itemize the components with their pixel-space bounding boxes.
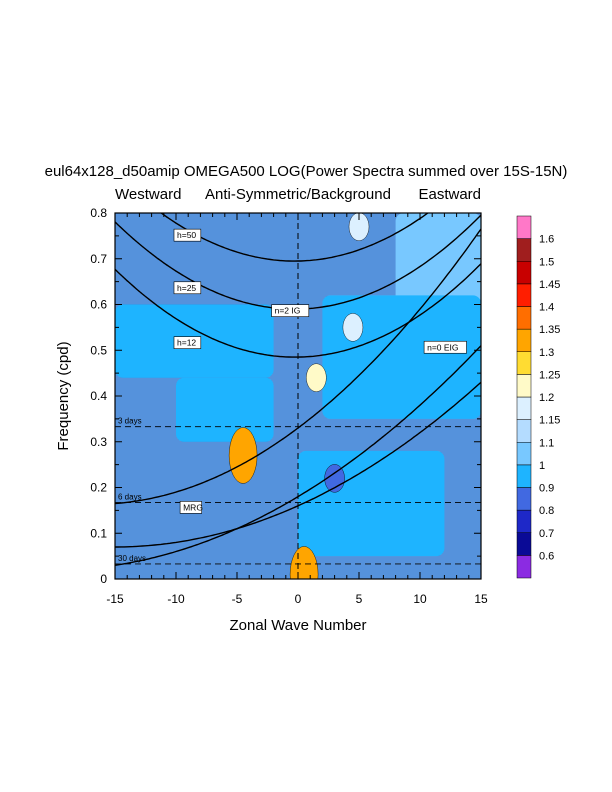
chart-title: eul64x128_d50amip OMEGA500 LOG(Power Spe…	[45, 163, 568, 180]
colorbar-label: 1.4	[539, 302, 554, 314]
x-tick-label: -5	[232, 592, 243, 606]
colorbar-label: 0.9	[539, 483, 554, 495]
colorbar-swatch	[516, 532, 532, 556]
x-axis-label: Zonal Wave Number	[230, 617, 367, 634]
curve-label-4: n=0 EIG	[427, 342, 458, 352]
colorbar-label: 1	[539, 460, 545, 472]
colorbar-label: 1.1	[539, 437, 554, 449]
colorbar-label: 1.3	[539, 347, 554, 359]
colorbar-label: 1.15	[539, 415, 560, 427]
contour-regions	[115, 213, 481, 579]
y-tick-label: 0.6	[90, 298, 107, 312]
x-tick-label: 15	[474, 592, 488, 606]
y-tick-label: 0.7	[90, 252, 107, 266]
colorbar-swatch	[516, 261, 532, 285]
colorbar-swatch	[516, 238, 532, 262]
highlight-region-5	[289, 546, 319, 579]
curve-label-0: h=50	[177, 230, 196, 240]
highlight-region-2	[342, 313, 364, 342]
y-tick-label: 0.3	[90, 435, 107, 449]
highlight-region-0	[228, 427, 258, 484]
period-reference-lines: 3 days 6 days 30 days	[115, 213, 481, 579]
colorbar-swatch	[516, 351, 532, 375]
x-axis: -15 -10 -5 0 5 10 15	[106, 213, 488, 606]
highlight-region-1	[306, 363, 327, 392]
curve-label-3: n=2 IG	[275, 306, 301, 316]
y-tick-label: 0	[100, 572, 107, 586]
y-tick-label: 0.4	[90, 389, 107, 403]
curve-label-box-3	[271, 304, 310, 317]
colorbar-swatch	[516, 374, 532, 398]
colorbar-swatch	[516, 306, 532, 330]
region-low-west-2	[176, 377, 274, 442]
colorbar-swatch	[516, 419, 532, 443]
colorbar-label: 0.6	[539, 550, 554, 562]
curve-labels: h=50 h=25 h=12 n=2 IG n=0 EIG MRG	[173, 228, 467, 514]
colorbar-label: 1.25	[539, 369, 560, 381]
colorbar-label: 0.7	[539, 528, 554, 540]
period-label-1: 6 days	[118, 493, 142, 502]
colorbar-swatch	[516, 509, 532, 533]
colorbar-swatch	[516, 487, 532, 511]
x-tick-label: 0	[295, 592, 302, 606]
colorbar-label: 1.5	[539, 256, 554, 268]
y-tick-label: 0.1	[90, 526, 107, 540]
colorbar-swatch	[516, 283, 532, 307]
period-label-0: 3 days	[118, 417, 142, 426]
colorbar-label: 1.45	[539, 279, 560, 291]
y-tick-label: 0.5	[90, 343, 107, 357]
colorbar-swatch	[516, 555, 532, 579]
y-tick-label: 0.8	[90, 206, 107, 220]
x-tick-label: -15	[106, 592, 124, 606]
y-tick-label: 0.2	[90, 481, 107, 495]
colorbar-label: 0.8	[539, 505, 554, 517]
x-tick-label: 10	[413, 592, 427, 606]
period-label-2: 30 days	[118, 554, 146, 563]
colorbar-label: 1.2	[539, 392, 554, 404]
y-axis-label: Frequency (cpd)	[55, 341, 72, 450]
colorbar-swatch	[516, 464, 532, 488]
y-axis: 0 0.1 0.2 0.3 0.4 0.5 0.6 0.7 0.8	[90, 206, 481, 586]
subtitle-westward: Westward	[115, 186, 181, 203]
curve-label-5: MRG	[183, 502, 203, 512]
curve-label-2: h=12	[177, 338, 196, 348]
curve-label-box-4	[423, 340, 467, 354]
subtitle-center: Anti-Symmetric/Background	[205, 186, 391, 203]
curve-label-box-0	[173, 228, 202, 242]
curve-label-box-1	[173, 281, 202, 295]
curve-label-box-5	[179, 501, 203, 514]
colorbar-swatch	[516, 442, 532, 466]
colorbar-label: 1.6	[539, 234, 554, 246]
x-tick-label: -10	[167, 592, 185, 606]
highlight-region-3	[348, 213, 370, 241]
colorbar-swatch	[516, 215, 532, 239]
curve-label-1: h=25	[177, 283, 196, 293]
region-mid-east	[322, 295, 481, 419]
colorbar: 0.6 0.7 0.8 0.9 1 1.1 1.15 1.2 1.25 1.3 1.35 1.4 1.4…	[516, 215, 560, 579]
colorbar-swatch	[516, 396, 532, 420]
colorbar-swatch	[516, 328, 532, 352]
curve-label-box-2	[173, 336, 202, 349]
subtitle-eastward: Eastward	[418, 186, 481, 203]
colorbar-label: 1.35	[539, 324, 560, 336]
x-tick-label: 5	[356, 592, 363, 606]
